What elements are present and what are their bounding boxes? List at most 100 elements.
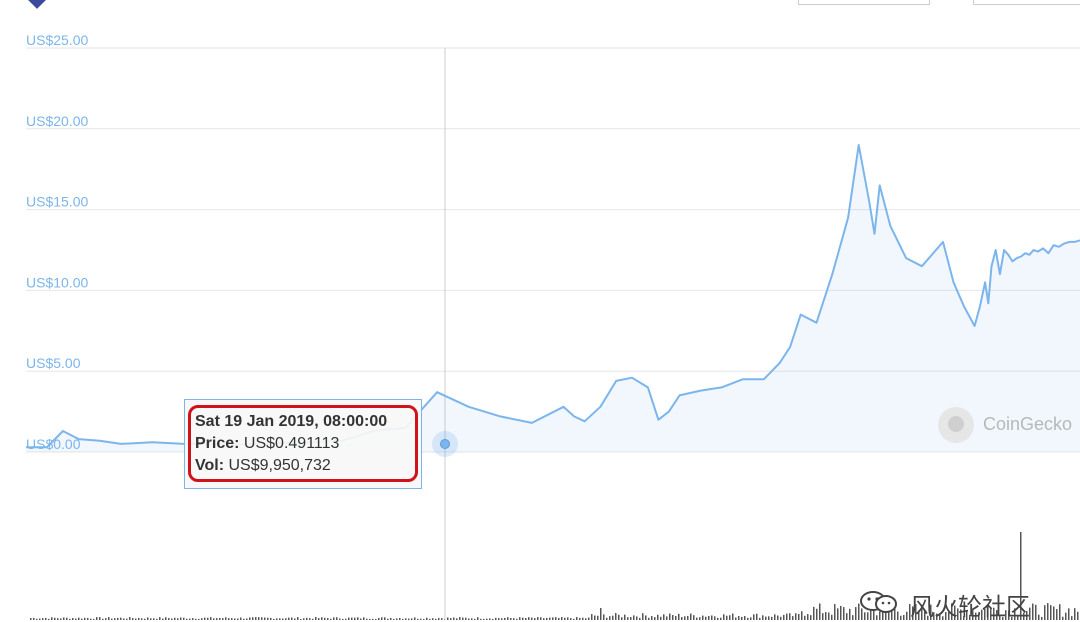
volume-bar: [834, 604, 836, 620]
volume-bar: [63, 617, 65, 620]
volume-bar: [630, 616, 632, 620]
volume-bar: [633, 615, 635, 620]
volume-bar: [975, 612, 977, 620]
volume-bar: [627, 617, 629, 620]
volume-bar: [327, 618, 329, 620]
volume-bar: [96, 617, 98, 620]
volume-bar: [474, 618, 476, 620]
volume-bar: [387, 618, 389, 620]
volume-bar: [405, 618, 407, 620]
volume-bar: [255, 617, 257, 620]
volume-bar: [237, 618, 239, 620]
volume-bar: [336, 617, 338, 620]
volume-bar: [744, 616, 746, 620]
volume-bar: [1002, 616, 1004, 620]
coingecko-watermark: CoinGecko: [938, 407, 1078, 443]
volume-bar: [441, 618, 443, 620]
volume-bar: [48, 618, 50, 620]
volume-bar: [660, 616, 662, 620]
tooltip-price-value: US$0.491113: [243, 435, 340, 452]
volume-bar: [90, 618, 92, 620]
volume-bar: [162, 618, 164, 620]
volume-bar: [318, 618, 320, 620]
volume-bar: [927, 615, 929, 620]
volume-bar: [369, 618, 371, 620]
volume-bar: [57, 618, 59, 620]
volume-bar: [498, 618, 500, 620]
volume-bar: [765, 616, 767, 620]
volume-bar: [300, 618, 302, 620]
volume-bar: [402, 618, 404, 620]
volume-bar: [573, 618, 575, 620]
volume-bar: [1038, 614, 1040, 620]
volume-bar: [180, 617, 182, 620]
volume-bar: [234, 618, 236, 620]
volume-bar: [252, 617, 254, 620]
volume-bar: [891, 609, 893, 620]
volume-bar: [1020, 532, 1022, 620]
volume-bar: [993, 607, 995, 620]
volume-bar: [393, 618, 395, 620]
volume-bar: [720, 617, 722, 620]
volume-bar: [165, 617, 167, 620]
volume-bar: [657, 614, 659, 620]
volume-bar: [588, 617, 590, 620]
volume-bar: [381, 617, 383, 620]
hover-point[interactable]: [440, 439, 450, 449]
volume-bar: [738, 615, 740, 620]
volume-bar: [804, 615, 806, 620]
volume-bar: [990, 608, 992, 620]
volume-bar: [711, 615, 713, 620]
volume-bar: [957, 608, 959, 620]
volume-bar: [309, 618, 311, 620]
y-tick-label: US$25.00: [26, 32, 88, 48]
volume-bar: [207, 617, 209, 620]
volume-bar: [816, 608, 818, 620]
volume-bar: [51, 617, 53, 620]
volume-bar: [174, 617, 176, 620]
volume-bar: [531, 617, 533, 620]
grid: [26, 47, 1080, 453]
volume-bar: [579, 617, 581, 620]
volume-bar: [582, 617, 584, 620]
volume-bar: [564, 617, 566, 620]
volume-bar: [813, 606, 815, 620]
volume-bar: [696, 617, 698, 620]
volume-bar: [423, 618, 425, 620]
volume-bar: [729, 615, 731, 620]
volume-bar: [195, 618, 197, 620]
volume-bar: [453, 617, 455, 620]
volume-bar: [291, 617, 293, 620]
volume-bar: [126, 618, 128, 620]
volume-bar: [786, 613, 788, 620]
volume-bar: [435, 618, 437, 620]
volume-bar: [669, 613, 671, 620]
volume-bar: [612, 615, 614, 620]
volume-bar: [930, 604, 932, 620]
volume-bar: [1005, 610, 1007, 620]
y-tick-label: US$15.00: [26, 194, 88, 210]
volume-bar: [1017, 615, 1019, 620]
volume-bar: [360, 618, 362, 620]
volume-bar: [417, 618, 419, 620]
volume-bar: [576, 617, 578, 620]
y-tick-label: US$5.00: [26, 355, 81, 371]
volume-bar: [693, 615, 695, 620]
volume-bar: [78, 617, 80, 620]
volume-bar: [1065, 612, 1067, 620]
volume-bar: [396, 618, 398, 620]
date-range-input-from[interactable]: [798, 0, 930, 5]
volume-bar: [645, 615, 647, 620]
volume-bar: [867, 612, 869, 620]
volume-bar: [945, 612, 947, 620]
volume-bar: [591, 614, 593, 620]
volume-bar: [69, 618, 71, 620]
volume-bar: [201, 618, 203, 620]
volume-bar: [279, 618, 281, 620]
volume-bar: [42, 618, 44, 620]
volume-bar: [216, 618, 218, 620]
volume-bar: [924, 610, 926, 620]
date-range-input-to[interactable]: [973, 0, 1080, 5]
volume-bar: [753, 614, 755, 620]
volume-bar: [906, 611, 908, 620]
